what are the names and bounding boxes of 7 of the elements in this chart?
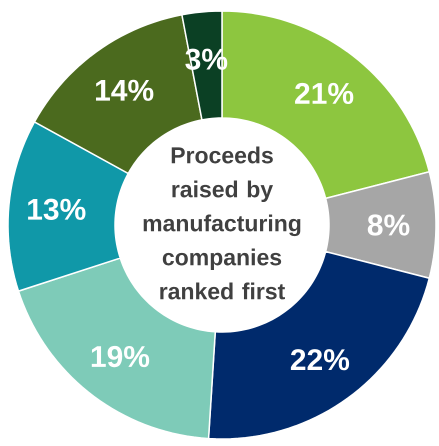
text: Proceeds raised by manufacturing companies ranked first (144, 146, 300, 300)
data-label: 22% (290, 349, 350, 370)
data-label: 19% (92, 346, 150, 368)
data-label: 8% (368, 214, 410, 236)
data-label: 21% (295, 82, 354, 104)
data-label: 13% (28, 198, 86, 220)
data-label: 14% (96, 80, 154, 101)
